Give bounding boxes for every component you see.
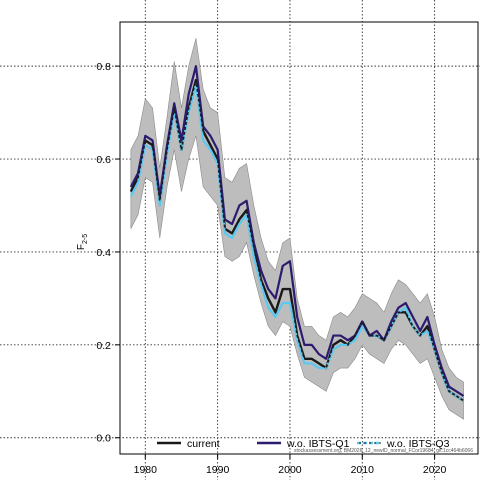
legend-label: w.o. IBTS-Q3 — [386, 438, 450, 450]
series-line-wo-ibts-q1 — [129, 65, 465, 397]
y-axis-label: F2-5 — [76, 234, 89, 250]
plot-frame — [119, 21, 479, 455]
y-axis: 0.0 0.2 0.4 0.6 0.8 — [96, 61, 120, 445]
legend-label: w.o. IBTS-Q1 — [286, 438, 350, 450]
x-tick-label: 1980 — [134, 464, 158, 476]
x-tick-label: 1990 — [206, 464, 230, 476]
series-line-current-dashes — [130, 79, 464, 402]
y-tick-label: 0.8 — [96, 61, 111, 73]
x-tick-label: 2010 — [351, 464, 375, 476]
y-tick-label: 0.4 — [96, 247, 111, 259]
confidence-band — [130, 38, 464, 420]
footnote: stockassessment.org, BM2026_12_newID_nor… — [294, 448, 473, 454]
series-lines — [129, 65, 465, 402]
x-axis: 1980 1990 2000 2010 2020 — [134, 454, 447, 476]
y-tick-label: 0.0 — [96, 433, 111, 445]
x-tick-label: 2000 — [278, 464, 302, 476]
y-tick-label: 0.2 — [96, 340, 111, 352]
y-tick-label: 0.6 — [96, 154, 111, 166]
x-tick-label: 2020 — [423, 464, 447, 476]
legend-label: current — [187, 438, 220, 450]
legend: current w.o. IBTS-Q1 w.o. IBTS-Q3 — [157, 438, 450, 450]
